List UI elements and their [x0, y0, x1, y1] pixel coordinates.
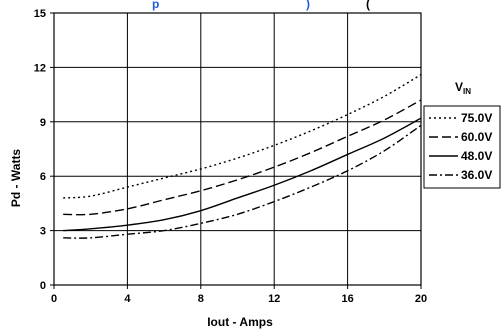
chart-title-tail: (	[366, 0, 370, 11]
y-tick-label: 3	[40, 226, 46, 238]
y-tick-label: 15	[34, 8, 46, 20]
y-axis-label: Pd - Watts	[9, 149, 23, 208]
x-tick-label: 20	[415, 293, 427, 305]
series-group	[63, 74, 422, 239]
x-tick-label: 12	[268, 293, 280, 305]
x-axis-label: Iout - Amps	[207, 315, 273, 329]
x-tick-label: 8	[198, 293, 204, 305]
legend-box	[423, 105, 501, 189]
plot-frame	[53, 12, 422, 286]
tick-labels: 0 4 8 12 16 20 0 3 6 9 12 15	[34, 8, 427, 305]
legend-label: 36.0V	[461, 168, 492, 182]
legend-title: VIN	[455, 80, 471, 96]
x-tick-label: 4	[124, 293, 131, 305]
x-tick-label: 0	[51, 293, 57, 305]
series-line-60-0v	[63, 99, 422, 216]
legend-label: 75.0V	[461, 111, 492, 125]
series-line-75-0v	[63, 74, 422, 199]
chart-title-fragment: p	[152, 0, 159, 11]
x-tick-label: 16	[341, 293, 353, 305]
series-line-48-0v	[63, 117, 422, 232]
legend-label: 48.0V	[461, 149, 492, 163]
legend: VIN 75.0V 60.0V 48.0V 36.0V	[423, 80, 501, 189]
y-tick-label: 0	[40, 280, 46, 292]
chart-title-suffix: )	[306, 0, 310, 11]
y-tick-label: 6	[40, 171, 46, 183]
grid	[50, 12, 422, 289]
y-tick-label: 12	[34, 62, 46, 74]
legend-label: 60.0V	[461, 130, 492, 144]
y-tick-label: 9	[40, 117, 46, 129]
series-line-36-0v	[63, 124, 422, 239]
